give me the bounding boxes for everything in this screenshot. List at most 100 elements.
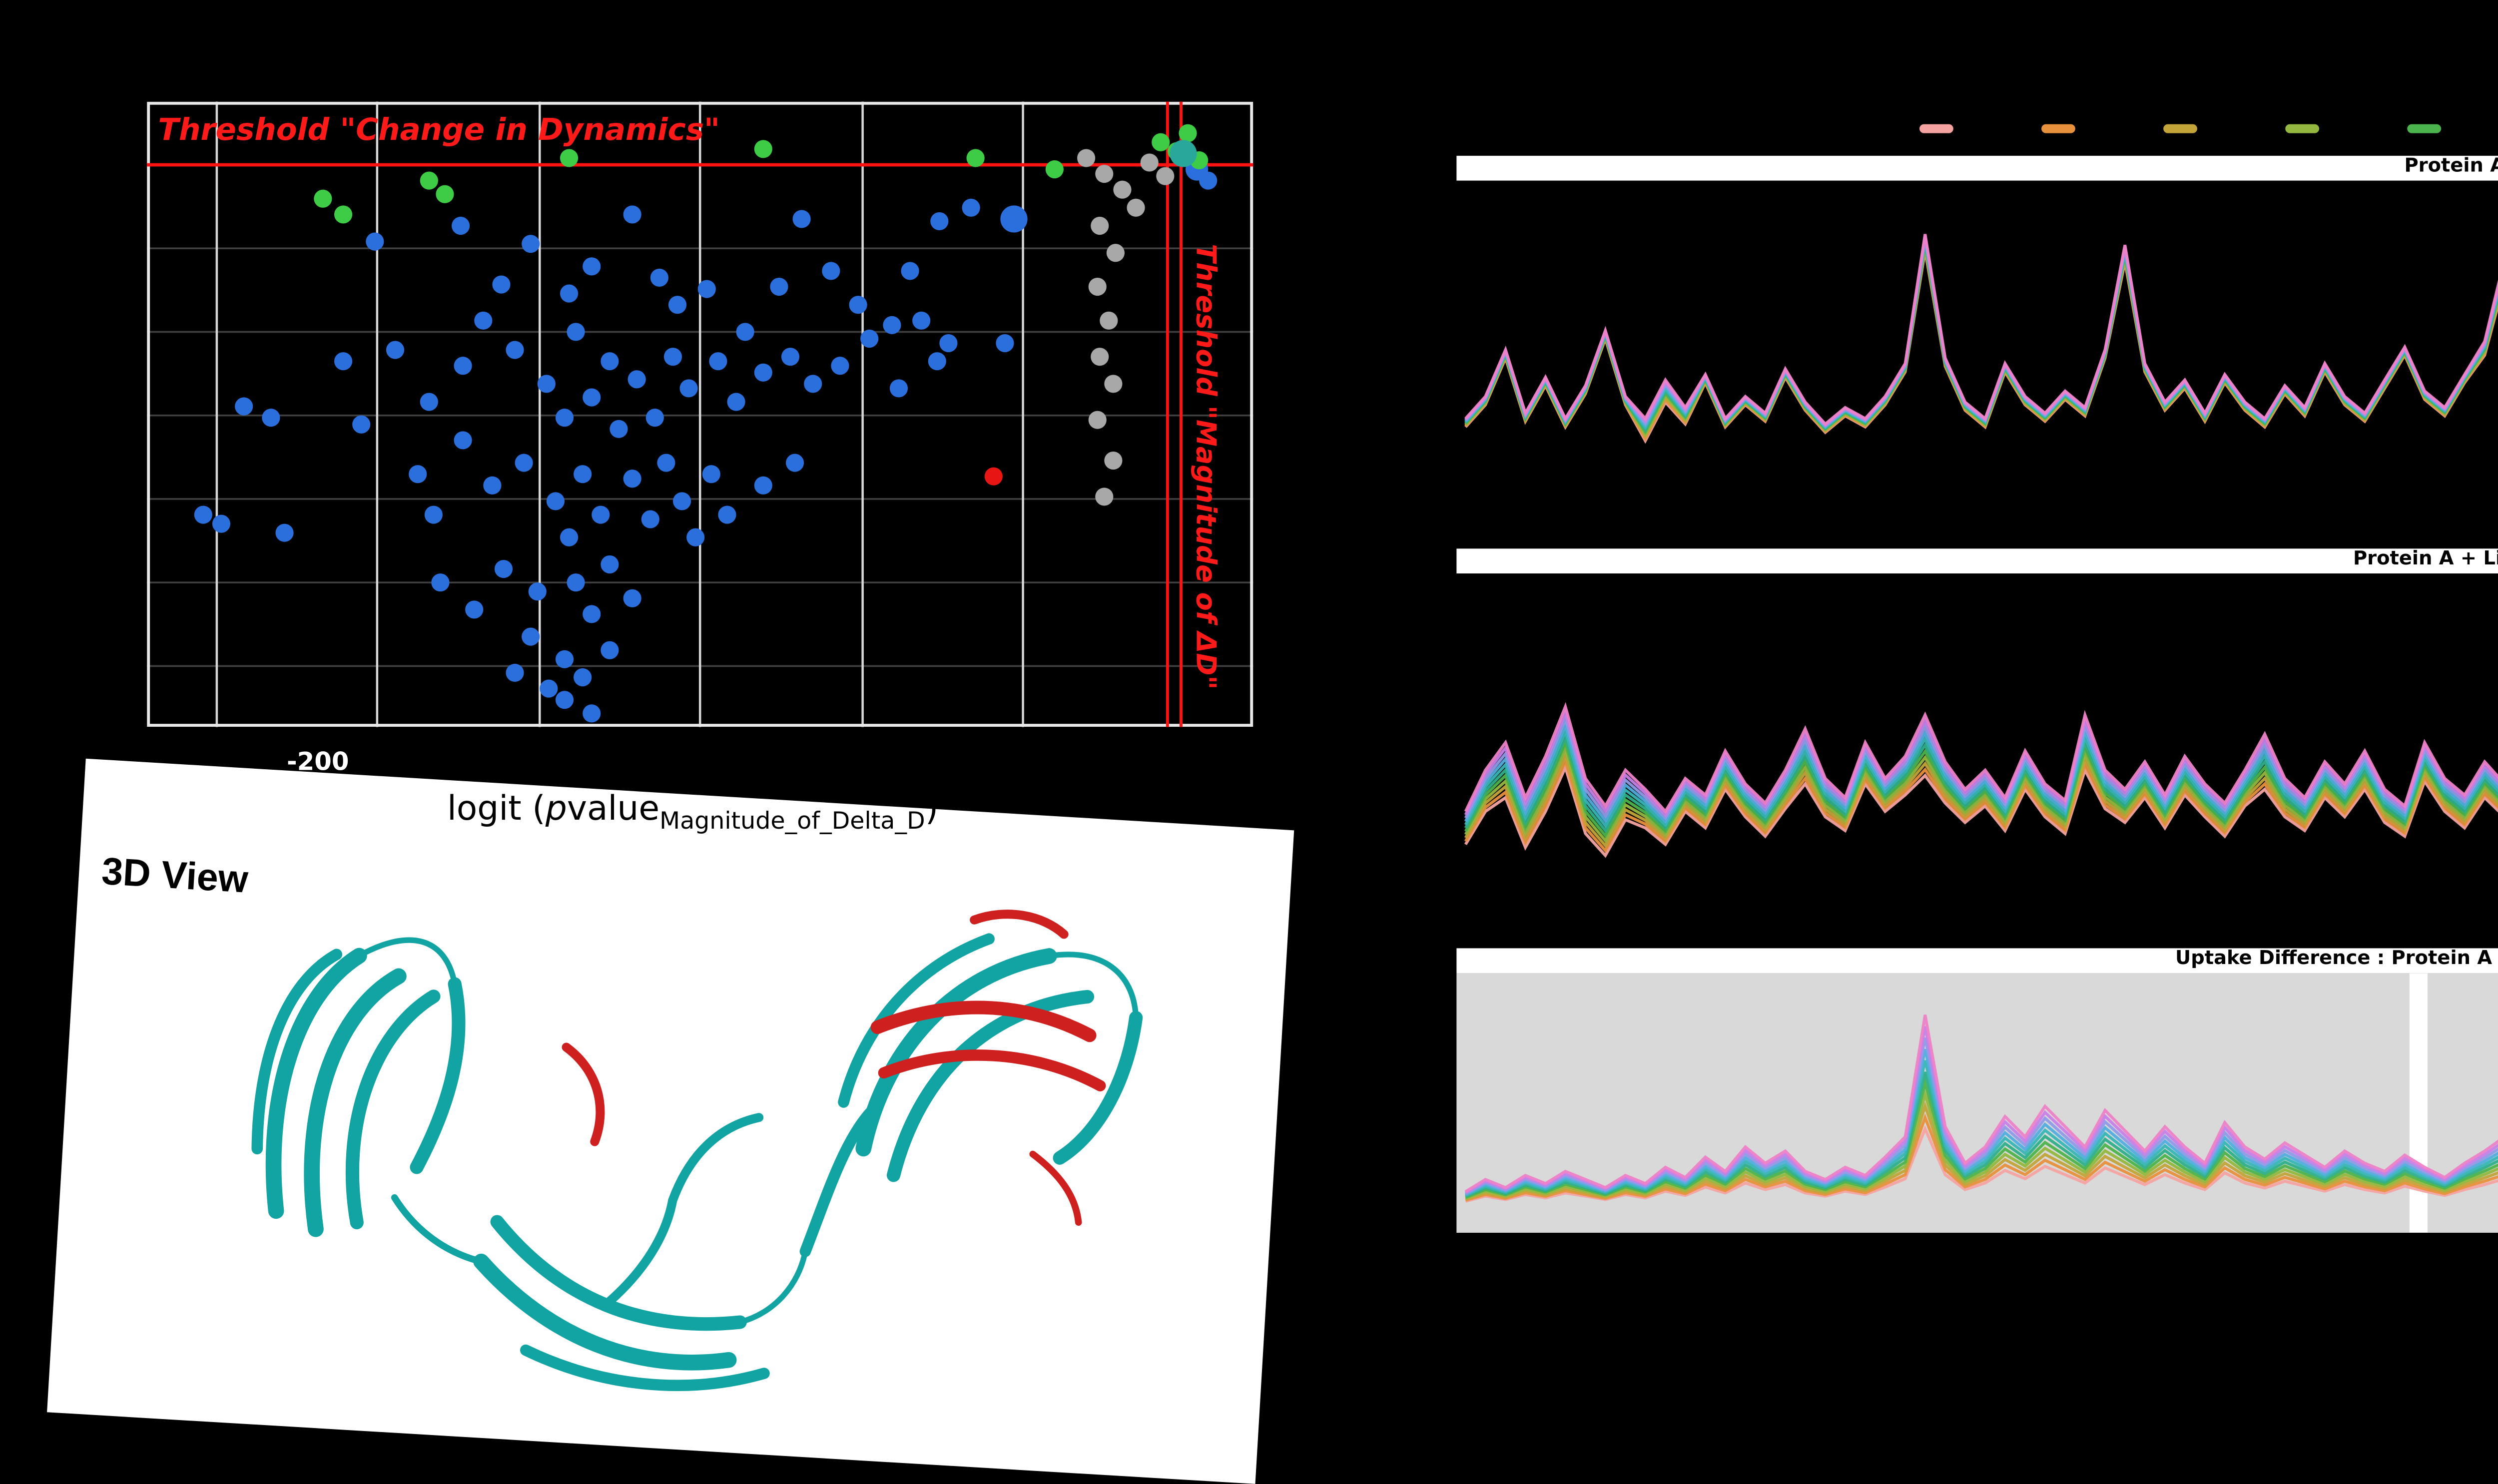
volcano-point-blue[interactable] xyxy=(754,363,772,382)
volcano-point-blue[interactable] xyxy=(727,393,745,411)
volcano-point-blue[interactable] xyxy=(650,268,668,287)
volcano-point-blue[interactable] xyxy=(567,323,585,341)
volcano-point-gray[interactable] xyxy=(1104,375,1123,393)
volcano-point-gray[interactable] xyxy=(1091,348,1109,366)
volcano-point-gray[interactable] xyxy=(1156,167,1175,185)
volcano-point-blue[interactable] xyxy=(522,627,540,646)
volcano-point-green[interactable] xyxy=(436,185,454,203)
volcano-point-blue[interactable] xyxy=(583,388,601,407)
volcano-point-blue[interactable] xyxy=(540,679,558,698)
volcano-point-blue[interactable] xyxy=(770,277,788,296)
volcano-point-green[interactable] xyxy=(754,140,772,158)
volcano-point-gray[interactable] xyxy=(1100,311,1118,330)
volcano-point-gray[interactable] xyxy=(1077,149,1096,167)
volcano-point-blue[interactable] xyxy=(645,409,664,427)
volcano-point-blue[interactable] xyxy=(528,582,547,601)
volcano-point-blue[interactable] xyxy=(494,559,513,578)
volcano-point-blue[interactable] xyxy=(860,329,879,348)
volcano-point-blue[interactable] xyxy=(560,528,579,546)
volcano-point-blue[interactable] xyxy=(663,348,682,366)
volcano-point-gray[interactable] xyxy=(1095,164,1114,183)
uptake-difference-chart[interactable] xyxy=(1456,973,2498,1233)
volcano-point-blue[interactable] xyxy=(718,505,736,524)
volcano-point-blue[interactable] xyxy=(781,348,800,366)
volcano-point-blue[interactable] xyxy=(515,454,533,472)
volcano-point-gray[interactable] xyxy=(1088,277,1107,296)
volcano-point-blue[interactable] xyxy=(996,334,1014,353)
volcano-point-blue[interactable] xyxy=(623,205,641,224)
volcano-point-blue[interactable] xyxy=(709,352,727,371)
volcano-point-blue[interactable] xyxy=(831,357,849,375)
volcano-point-blue[interactable] xyxy=(492,275,511,294)
volcano-point-gray[interactable] xyxy=(1113,180,1132,199)
volcano-point-blue[interactable] xyxy=(465,600,484,619)
volcano-point-green[interactable] xyxy=(1152,133,1170,151)
volcano-point-blue[interactable] xyxy=(583,257,601,276)
volcano-point-green[interactable] xyxy=(334,205,353,224)
volcano-point-blue[interactable] xyxy=(697,280,716,298)
volcano-point-blue[interactable] xyxy=(235,397,253,416)
volcano-point-blue[interactable] xyxy=(889,379,908,398)
volcano-plot[interactable] xyxy=(146,101,1253,727)
volcano-point-blue[interactable] xyxy=(506,341,524,359)
volcano-point-blue[interactable] xyxy=(928,352,946,371)
volcano-point-blue[interactable] xyxy=(623,470,641,488)
volcano-point-gray[interactable] xyxy=(1095,488,1114,506)
volcano-point-blue[interactable] xyxy=(592,505,610,524)
volcano-point-blue[interactable] xyxy=(657,454,675,472)
volcano-point-blue[interactable] xyxy=(334,352,353,371)
volcano-point-blue[interactable] xyxy=(1000,205,1028,233)
volcano-point-blue[interactable] xyxy=(424,505,443,524)
volcano-point-blue[interactable] xyxy=(912,311,931,330)
volcano-point-green[interactable] xyxy=(314,189,332,208)
volcano-point-blue[interactable] xyxy=(452,216,470,235)
volcano-point-blue[interactable] xyxy=(939,334,958,353)
volcano-point-blue[interactable] xyxy=(901,262,919,280)
volcano-point-gray[interactable] xyxy=(1127,198,1145,217)
volcano-point-green[interactable] xyxy=(966,149,985,167)
volcano-point-blue[interactable] xyxy=(702,465,720,484)
volcano-point-gray[interactable] xyxy=(1091,216,1109,235)
volcano-point-green[interactable] xyxy=(560,149,579,167)
volcano-point-blue[interactable] xyxy=(537,375,556,393)
volcano-point-green[interactable] xyxy=(1045,160,1064,179)
volcano-point-blue[interactable] xyxy=(474,311,493,330)
volcano-point-green[interactable] xyxy=(420,171,438,190)
volcano-point-blue[interactable] xyxy=(672,492,691,510)
volcano-point-green[interactable] xyxy=(1179,124,1197,142)
volcano-point-blue[interactable] xyxy=(483,476,502,495)
volcano-point-blue[interactable] xyxy=(555,409,574,427)
volcano-point-teal[interactable] xyxy=(1170,140,1197,167)
volcano-point-blue[interactable] xyxy=(601,555,619,574)
volcano-point-blue[interactable] xyxy=(262,409,280,427)
volcano-point-red[interactable] xyxy=(984,467,1003,486)
volcano-point-blue[interactable] xyxy=(574,465,592,484)
volcano-point-blue[interactable] xyxy=(212,514,231,533)
protein-a-ligand-chart[interactable] xyxy=(1456,573,2498,928)
volcano-point-blue[interactable] xyxy=(686,528,705,546)
volcano-point-blue[interactable] xyxy=(583,605,601,623)
volcano-point-blue[interactable] xyxy=(454,357,472,375)
volcano-point-blue[interactable] xyxy=(409,465,427,484)
volcano-point-blue[interactable] xyxy=(555,650,574,668)
volcano-point-blue[interactable] xyxy=(352,415,371,434)
volcano-point-blue[interactable] xyxy=(883,316,901,334)
volcano-point-blue[interactable] xyxy=(386,341,405,359)
volcano-point-blue[interactable] xyxy=(1199,171,1218,190)
volcano-point-blue[interactable] xyxy=(601,641,619,659)
protein-structure[interactable] xyxy=(47,759,1294,1484)
volcano-point-blue[interactable] xyxy=(454,431,472,450)
volcano-point-blue[interactable] xyxy=(804,375,822,393)
volcano-point-blue[interactable] xyxy=(930,212,949,231)
volcano-point-blue[interactable] xyxy=(679,379,698,398)
volcano-point-blue[interactable] xyxy=(506,663,524,682)
volcano-point-blue[interactable] xyxy=(546,492,565,510)
volcano-point-blue[interactable] xyxy=(623,589,641,607)
volcano-point-blue[interactable] xyxy=(567,573,585,592)
volcano-point-blue[interactable] xyxy=(610,420,628,438)
volcano-point-blue[interactable] xyxy=(431,573,450,592)
volcano-point-blue[interactable] xyxy=(194,505,212,524)
volcano-point-blue[interactable] xyxy=(366,232,384,251)
volcano-point-blue[interactable] xyxy=(962,198,980,217)
volcano-point-blue[interactable] xyxy=(736,323,754,341)
